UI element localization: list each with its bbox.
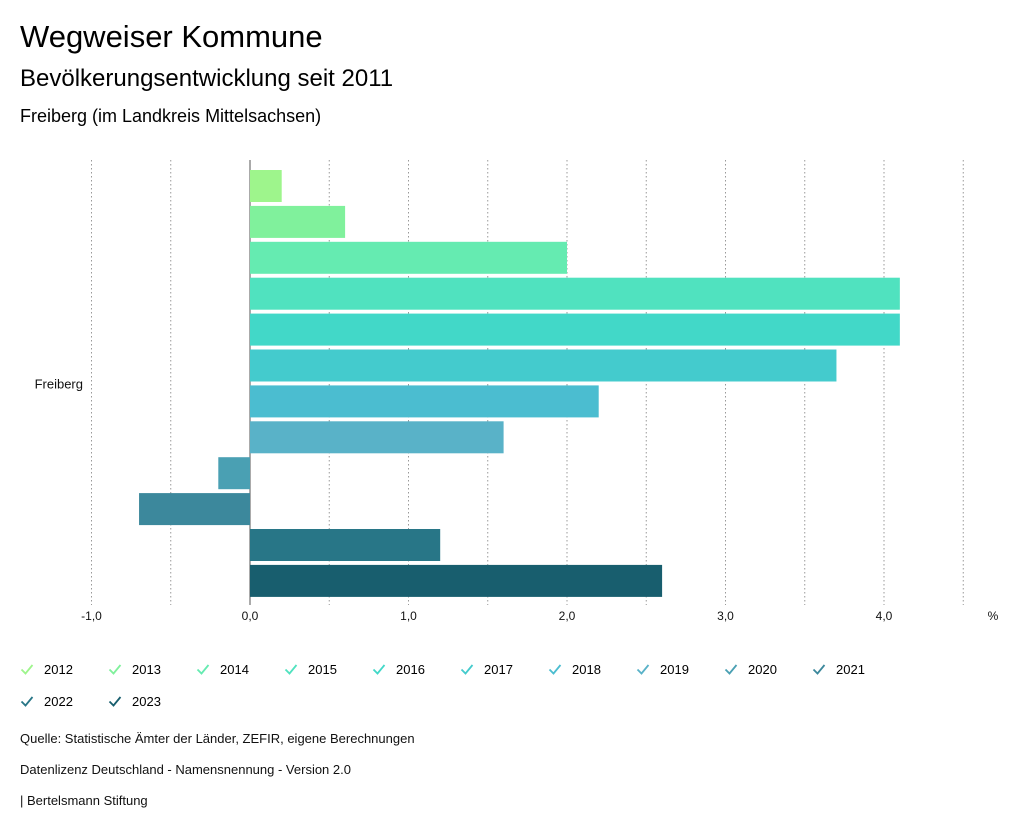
checkmark-icon [284, 664, 298, 675]
legend-item-2016[interactable]: 2016 [372, 654, 425, 684]
legend-item-2020[interactable]: 2020 [724, 654, 777, 684]
legend-item-2018[interactable]: 2018 [548, 654, 601, 684]
legend-label: 2021 [836, 661, 865, 677]
bar-2015[interactable]: 2015 [250, 277, 900, 310]
bar-chart: 2012201320142015201620172018201920202021… [35, 160, 999, 623]
x-tick-label: 2,0 [559, 609, 576, 623]
legend-label: 2018 [572, 661, 601, 677]
legend-item-2022[interactable]: 2022 [20, 686, 73, 716]
bar-2021[interactable]: 2021 [139, 493, 250, 526]
checkmark-icon [20, 696, 34, 707]
checkmark-icon [108, 696, 122, 707]
checkmark-icon [196, 664, 210, 675]
bar-2020[interactable]: 2020 [218, 457, 250, 490]
chart-subtitle: Bevölkerungsentwicklung seit 2011 [20, 65, 394, 92]
legend-item-2014[interactable]: 2014 [196, 654, 249, 684]
legend-label: 2022 [44, 693, 73, 709]
x-tick-label: 3,0 [717, 609, 734, 623]
bar-2013[interactable]: 2013 [250, 205, 346, 238]
legend-item-2013[interactable]: 2013 [108, 654, 161, 684]
legend-item-2019[interactable]: 2019 [636, 654, 689, 684]
legend-label: 2016 [396, 661, 425, 677]
chart-title: Wegweiser Kommune [20, 19, 323, 54]
legend-label: 2019 [660, 661, 689, 677]
legend-label: 2017 [484, 661, 513, 677]
checkmark-icon [548, 664, 562, 675]
bar-2023[interactable]: 2023 [250, 564, 663, 597]
publisher-note: | Bertelsmann Stiftung [20, 793, 148, 808]
legend-item-2023[interactable]: 2023 [108, 686, 161, 716]
x-tick-label: -1,0 [81, 609, 102, 623]
legend-label: 2020 [748, 661, 777, 677]
checkmark-icon [20, 664, 34, 675]
checkmark-icon [724, 664, 738, 675]
region-label: Freiberg (im Landkreis Mittelsachsen) [20, 106, 322, 126]
legend-label: 2014 [220, 661, 249, 677]
bar-2017[interactable]: 2017 [250, 349, 837, 382]
checkmark-icon [372, 664, 386, 675]
x-tick-label: 4,0 [876, 609, 893, 623]
checkmark-icon [108, 664, 122, 675]
legend-item-2017[interactable]: 2017 [460, 654, 513, 684]
bar-2016[interactable]: 2016 [250, 313, 900, 346]
bar-2014[interactable]: 2014 [250, 241, 567, 274]
bar-2018[interactable]: 2018 [250, 385, 599, 418]
legend-item-2012[interactable]: 2012 [20, 654, 73, 684]
bar-2022[interactable]: 2022 [250, 529, 441, 561]
checkmark-icon [460, 664, 474, 675]
x-tick-label: 0,0 [242, 609, 259, 623]
legend-item-2021[interactable]: 2021 [812, 654, 865, 684]
source-note: Quelle: Statistische Ämter der Länder, Z… [20, 731, 415, 746]
legend-label: 2013 [132, 661, 161, 677]
checkmark-icon [812, 664, 826, 675]
license-note: Datenlizenz Deutschland - Namensnennung … [20, 762, 351, 777]
legend-label: 2015 [308, 661, 337, 677]
legend-label: 2012 [44, 661, 73, 677]
x-unit-label: % [988, 609, 999, 623]
legend-item-2015[interactable]: 2015 [284, 654, 337, 684]
bar-2019[interactable]: 2019 [250, 421, 504, 454]
category-label: Freiberg [35, 377, 83, 392]
legend-label: 2023 [132, 693, 161, 709]
checkmark-icon [636, 664, 650, 675]
x-tick-label: 1,0 [400, 609, 417, 623]
bar-2012[interactable]: 2012 [250, 170, 282, 202]
